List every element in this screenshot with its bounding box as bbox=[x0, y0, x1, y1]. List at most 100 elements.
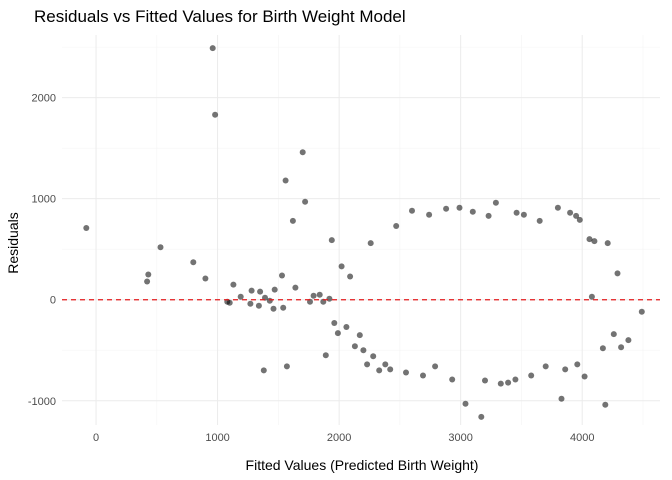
x-tick-label: 1000 bbox=[205, 432, 229, 444]
data-point bbox=[360, 347, 367, 354]
data-point bbox=[432, 363, 439, 370]
data-point bbox=[292, 284, 299, 291]
data-point bbox=[602, 401, 609, 408]
data-point bbox=[403, 369, 409, 376]
x-axis-ticks: 0 1000 2000 3000 4000 bbox=[93, 432, 594, 444]
data-point bbox=[367, 240, 374, 247]
data-point bbox=[604, 240, 611, 247]
data-point bbox=[625, 337, 632, 344]
data-point bbox=[542, 363, 549, 370]
data-point bbox=[586, 236, 593, 243]
data-point bbox=[299, 149, 306, 156]
data-point bbox=[257, 288, 264, 295]
data-point bbox=[393, 223, 400, 229]
data-point bbox=[478, 413, 485, 420]
data-point bbox=[420, 372, 426, 379]
data-point bbox=[512, 376, 519, 383]
plot-panel bbox=[62, 35, 660, 425]
y-axis-title: Residuals bbox=[5, 212, 21, 273]
data-point bbox=[443, 205, 450, 212]
data-point bbox=[310, 292, 317, 299]
data-point bbox=[230, 281, 237, 288]
data-point bbox=[247, 300, 254, 307]
data-point bbox=[190, 259, 197, 266]
data-point bbox=[356, 332, 363, 339]
x-tick-label: 2000 bbox=[327, 432, 351, 444]
data-point bbox=[212, 111, 219, 118]
data-point bbox=[505, 379, 512, 386]
data-point bbox=[351, 343, 358, 350]
data-point bbox=[485, 212, 492, 219]
data-point bbox=[338, 263, 345, 270]
y-axis-ticks: -1000 0 1000 2000 bbox=[28, 93, 56, 408]
data-point bbox=[322, 352, 329, 359]
data-point bbox=[581, 373, 588, 380]
data-point bbox=[326, 295, 333, 302]
y-tick-label: 2000 bbox=[32, 93, 56, 105]
data-point bbox=[376, 367, 383, 374]
data-point bbox=[316, 291, 323, 298]
x-tick-label: 4000 bbox=[570, 432, 594, 444]
data-point bbox=[83, 225, 90, 231]
data-point bbox=[591, 238, 598, 245]
data-point bbox=[331, 320, 338, 326]
y-tick-label: -1000 bbox=[28, 396, 56, 408]
data-point bbox=[202, 275, 209, 282]
data-point bbox=[536, 217, 543, 224]
data-point bbox=[492, 199, 499, 206]
data-point bbox=[554, 204, 561, 211]
data-point bbox=[266, 297, 273, 304]
data-point bbox=[144, 278, 151, 285]
data-point bbox=[364, 361, 371, 368]
data-point bbox=[567, 209, 574, 216]
data-point bbox=[618, 344, 625, 351]
data-point bbox=[558, 395, 565, 402]
data-point bbox=[248, 287, 255, 294]
data-point bbox=[426, 211, 433, 218]
data-point bbox=[449, 376, 456, 383]
data-point bbox=[497, 380, 504, 387]
data-point bbox=[520, 211, 527, 218]
data-point bbox=[302, 198, 309, 205]
data-point bbox=[280, 304, 287, 311]
data-point bbox=[574, 361, 581, 368]
data-point bbox=[255, 302, 262, 309]
data-point bbox=[562, 366, 569, 373]
data-point bbox=[387, 366, 394, 373]
data-point bbox=[347, 273, 354, 280]
data-point bbox=[469, 208, 476, 215]
gridlines bbox=[62, 35, 660, 425]
data-point bbox=[599, 345, 606, 352]
data-point bbox=[462, 400, 469, 407]
y-tick-label: 0 bbox=[50, 295, 56, 307]
data-point bbox=[237, 293, 244, 300]
data-point bbox=[482, 377, 488, 384]
data-point bbox=[409, 207, 415, 214]
y-tick-label: 1000 bbox=[32, 194, 56, 206]
data-point bbox=[282, 177, 289, 184]
x-axis-title: Fitted Values (Predicted Birth Weight) bbox=[246, 457, 479, 473]
data-point bbox=[260, 367, 267, 374]
data-point bbox=[343, 324, 350, 330]
x-tick-label: 3000 bbox=[448, 432, 472, 444]
data-point bbox=[456, 204, 463, 211]
data-point bbox=[283, 363, 290, 370]
data-points bbox=[83, 45, 645, 420]
data-point bbox=[145, 271, 152, 278]
data-point bbox=[614, 270, 621, 277]
data-point bbox=[513, 209, 520, 216]
x-tick-label: 0 bbox=[93, 432, 99, 444]
data-point bbox=[638, 308, 645, 315]
data-point bbox=[271, 286, 278, 293]
data-point bbox=[334, 330, 341, 337]
data-point bbox=[270, 305, 277, 312]
data-point bbox=[209, 45, 216, 52]
data-point bbox=[382, 361, 389, 368]
data-point bbox=[157, 244, 164, 251]
data-point bbox=[328, 237, 335, 244]
data-point bbox=[528, 372, 535, 379]
data-point bbox=[226, 299, 233, 306]
data-point bbox=[576, 216, 583, 223]
data-point bbox=[588, 293, 595, 300]
